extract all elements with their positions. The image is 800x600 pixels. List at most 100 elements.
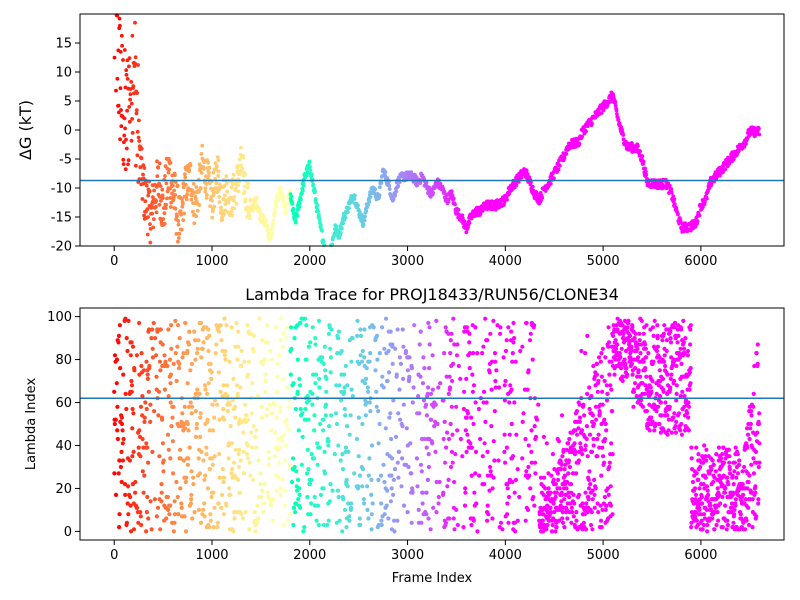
bottom-y-tick-label: 60 xyxy=(55,396,72,411)
dg-point xyxy=(191,182,196,186)
bottom-y-tick-label: 80 xyxy=(55,353,72,368)
dg-point xyxy=(667,183,672,188)
lambda-point xyxy=(714,452,719,457)
lambda-point xyxy=(378,473,384,478)
dg-point xyxy=(143,199,148,204)
dg-point xyxy=(197,189,201,194)
lambda-point xyxy=(390,456,395,461)
lambda-point xyxy=(576,426,581,431)
lambda-point xyxy=(376,409,381,414)
lambda-point xyxy=(366,473,371,478)
lambda-point xyxy=(126,318,131,323)
dg-point xyxy=(158,184,163,188)
lambda-point xyxy=(235,477,241,482)
lambda-point xyxy=(553,482,558,487)
dg-point xyxy=(562,156,567,161)
lambda-point xyxy=(709,467,714,472)
lambda-point xyxy=(419,469,424,474)
dg-point xyxy=(174,232,179,236)
lambda-point xyxy=(206,327,211,332)
lambda-point xyxy=(221,479,226,485)
lambda-point xyxy=(266,462,271,467)
dg-point xyxy=(671,194,676,199)
dg-point xyxy=(703,199,707,204)
dg-point xyxy=(145,207,150,212)
lambda-point xyxy=(607,464,612,470)
dg-point xyxy=(177,231,182,236)
lambda-point xyxy=(586,486,592,491)
lambda-point xyxy=(693,509,698,515)
lambda-point xyxy=(313,336,318,341)
lambda-point xyxy=(447,385,453,390)
lambda-point xyxy=(705,522,710,528)
lambda-point xyxy=(274,488,279,493)
lambda-point xyxy=(211,428,216,433)
lambda-point xyxy=(272,430,278,435)
lambda-point xyxy=(340,467,346,472)
lambda-point xyxy=(698,464,703,470)
lambda-point xyxy=(406,464,411,470)
lambda-point xyxy=(269,503,274,508)
lambda-point xyxy=(559,490,564,495)
lambda-point xyxy=(650,378,655,384)
lambda-point xyxy=(504,445,509,450)
lambda-point xyxy=(389,436,394,442)
lambda-point xyxy=(227,359,232,364)
lambda-point xyxy=(222,353,227,358)
lambda-point xyxy=(171,361,176,366)
lambda-point xyxy=(428,527,433,532)
dg-point xyxy=(181,201,185,206)
lambda-point xyxy=(367,400,372,405)
lambda-point xyxy=(474,501,479,506)
dg-point xyxy=(307,159,312,164)
dg-point xyxy=(621,133,626,137)
dg-point xyxy=(676,212,680,217)
lambda-point xyxy=(490,516,495,521)
lambda-point xyxy=(299,462,304,467)
lambda-point xyxy=(187,404,192,409)
lambda-point xyxy=(613,346,619,351)
lambda-point xyxy=(596,355,602,360)
lambda-point xyxy=(380,325,385,330)
dg-point xyxy=(204,182,209,186)
lambda-point xyxy=(632,381,638,386)
lambda-point xyxy=(386,370,392,375)
lambda-point xyxy=(148,402,153,407)
lambda-point xyxy=(600,507,605,512)
dg-point xyxy=(172,188,177,193)
lambda-point xyxy=(228,424,233,429)
lambda-point xyxy=(434,509,439,515)
lambda-point xyxy=(491,475,496,480)
lambda-point xyxy=(280,344,285,349)
lambda-point xyxy=(163,359,168,364)
lambda-point xyxy=(441,436,446,442)
lambda-point xyxy=(143,400,148,405)
lambda-point xyxy=(574,509,579,515)
lambda-point xyxy=(323,368,328,373)
lambda-point xyxy=(529,428,534,433)
lambda-point xyxy=(485,518,490,523)
dg-point xyxy=(216,169,221,174)
lambda-point xyxy=(225,409,230,414)
lambda-point xyxy=(590,488,595,493)
lambda-point xyxy=(569,505,574,510)
dg-point xyxy=(117,23,122,28)
lambda-point xyxy=(312,428,317,433)
lambda-point xyxy=(512,520,518,525)
lambda-point xyxy=(321,522,326,528)
lambda-point xyxy=(686,400,691,405)
dg-point xyxy=(271,218,276,223)
lambda-point xyxy=(606,325,611,330)
lambda-point xyxy=(467,351,472,356)
lambda-point xyxy=(509,329,514,334)
lambda-point xyxy=(697,507,702,512)
lambda-point xyxy=(528,331,533,336)
lambda-point xyxy=(420,501,425,506)
lambda-point xyxy=(159,499,164,504)
lambda-point xyxy=(210,462,215,467)
lambda-point xyxy=(756,464,761,470)
lambda-point xyxy=(424,445,429,450)
lambda-point xyxy=(553,494,558,500)
lambda-point xyxy=(363,381,368,386)
dg-point xyxy=(124,73,129,77)
